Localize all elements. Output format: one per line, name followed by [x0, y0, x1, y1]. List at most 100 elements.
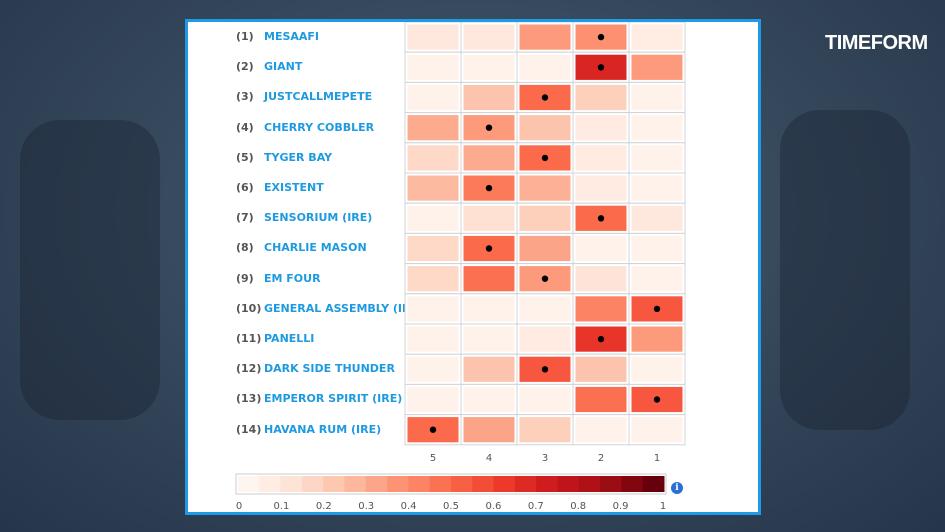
- heatmap-cell: [407, 175, 459, 201]
- colorscale-step: [536, 476, 558, 492]
- background-figure: [780, 110, 910, 430]
- info-icon[interactable]: i: [671, 482, 683, 494]
- heatmap-cell: [575, 417, 627, 443]
- heatmap-cell: [519, 115, 571, 141]
- colorscale-tick-label: 0.5: [443, 501, 459, 512]
- heatmap-cell: [519, 24, 571, 50]
- colorscale-step: [472, 476, 495, 492]
- colorscale-step: [301, 476, 324, 492]
- heatmap-cell: [407, 326, 459, 352]
- runner-name-link[interactable]: CHERRY COBBLER: [264, 120, 375, 134]
- prediction-marker: [597, 215, 605, 222]
- heatmap-cell: [407, 115, 459, 141]
- runner-name-link[interactable]: EMPEROR SPIRIT (IRE): [264, 392, 403, 406]
- colorscale-step: [557, 476, 580, 492]
- runner-number: (3): [236, 90, 254, 104]
- heatmap-cell: [575, 356, 627, 382]
- prediction-marker: [485, 184, 493, 192]
- runner-name-link[interactable]: EXISTENT: [264, 181, 324, 194]
- heatmap-cell: [575, 296, 627, 322]
- heatmap-cell: [519, 205, 571, 231]
- prediction-marker: [597, 335, 605, 343]
- runner-number: (6): [236, 181, 254, 194]
- runner-number: (8): [236, 241, 254, 255]
- heatmap-cell: [631, 356, 683, 382]
- colorscale-step: [365, 476, 388, 492]
- heatmap-cell: [407, 266, 459, 292]
- runner-name-link[interactable]: MESAAFI: [264, 30, 320, 43]
- runner-number: (1): [236, 30, 254, 43]
- heatmap-cell: [463, 356, 515, 382]
- heatmap-cell: [463, 145, 515, 171]
- colorscale-tick-label: 0.7: [528, 501, 544, 512]
- colorscale-tick-label: 0.2: [316, 501, 332, 512]
- colorscale-step: [600, 476, 622, 492]
- runner-name-link[interactable]: PANELLI: [264, 332, 315, 345]
- runner-name-link[interactable]: JUSTCALLMEPETE: [264, 90, 373, 104]
- heatmap-cell: [631, 54, 683, 80]
- heatmap-chart: 5 4 3 2 1 0 0.1 0.2 0.3 0.4 0.5 0.6 0.7 0.8 0.9 1: [235, 22, 686, 512]
- heatmap-cell: [463, 417, 515, 443]
- x-tick-label: 1: [654, 453, 660, 464]
- x-tick-label: 3: [542, 453, 548, 464]
- runner-name-link[interactable]: SENSORIUM (IRE): [264, 211, 373, 225]
- heatmap-cell: [463, 386, 515, 413]
- heatmap-cell: [463, 54, 515, 80]
- colorscale-tick-label: 0: [236, 501, 242, 512]
- prediction-marker: [541, 154, 549, 162]
- prediction-marker: [597, 33, 605, 41]
- heatmap-cell: [631, 84, 683, 111]
- runner-number: (4): [236, 120, 254, 134]
- colorscale-step: [387, 476, 409, 492]
- runner-name-link[interactable]: HAVANA RUM (IRE): [264, 422, 382, 436]
- heatmap-cell: [519, 235, 571, 262]
- heatmap-cell: [463, 296, 515, 322]
- x-tick-label: 4: [486, 453, 492, 464]
- prediction-marker: [485, 245, 493, 252]
- background-figure: [20, 120, 160, 420]
- colorscale-step: [429, 476, 452, 492]
- colorscale-tick-label: 1: [660, 501, 666, 512]
- heatmap-cell: [519, 326, 571, 352]
- colorscale-tick-label: 0.6: [485, 501, 501, 512]
- x-tick-label: 5: [430, 453, 436, 464]
- runner-name-link[interactable]: GENERAL ASSEMBLY (IRE): [264, 301, 424, 315]
- colorscale-tick-label: 0.8: [570, 501, 586, 512]
- colorscale-tick-label: 0.4: [401, 501, 417, 512]
- heatmap-cell: [407, 84, 459, 111]
- heatmap-cell: [407, 54, 459, 80]
- heatmap-cell: [575, 175, 627, 201]
- runner-number: (2): [236, 60, 254, 74]
- prediction-marker: [653, 396, 661, 403]
- colorscale-step: [642, 476, 665, 492]
- prediction-marker: [653, 305, 661, 313]
- runner-number: (12): [236, 362, 262, 376]
- heatmap-cell: [631, 175, 683, 201]
- heatmap-cell: [407, 356, 459, 382]
- colorscale-tick-label: 0.1: [273, 501, 289, 512]
- runner-name-link[interactable]: CHARLIE MASON: [264, 241, 367, 255]
- runner-number: (14): [236, 422, 262, 436]
- runner-name-link[interactable]: TYGER BAY: [264, 150, 333, 164]
- runner-number: (11): [236, 332, 262, 345]
- colorscale-step: [493, 476, 516, 492]
- heatmap-cell: [407, 386, 459, 413]
- heatmap-cell: [575, 266, 627, 292]
- heatmap-cell: [407, 205, 459, 231]
- runner-name-link[interactable]: GIANT: [264, 60, 303, 74]
- colorscale-step: [514, 476, 537, 492]
- timeform-logo: TIMEFORM: [825, 32, 928, 54]
- runner-name-link[interactable]: DARK SIDE THUNDER: [264, 362, 395, 376]
- heatmap-cell: [463, 84, 515, 111]
- runner-number: (13): [236, 392, 262, 406]
- heatmap-cell: [631, 235, 683, 262]
- heatmap-cell: [575, 386, 627, 413]
- runner-number: (5): [236, 150, 254, 164]
- colorscale-step: [451, 476, 473, 492]
- runner-name-link[interactable]: EM FOUR: [264, 271, 321, 285]
- heatmap-cell: [519, 296, 571, 322]
- heatmap-cell: [463, 326, 515, 352]
- colorscale-tick-label: 0.9: [613, 501, 629, 512]
- colorscale-step: [323, 476, 345, 492]
- runner-number: (10): [236, 301, 262, 315]
